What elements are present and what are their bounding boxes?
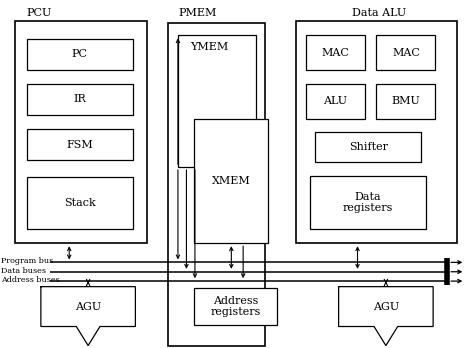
Text: Program bus: Program bus <box>0 258 53 265</box>
Text: MAC: MAC <box>392 48 420 58</box>
Text: Data
registers: Data registers <box>343 192 393 213</box>
Text: Data buses: Data buses <box>0 267 46 275</box>
Text: MAC: MAC <box>321 48 349 58</box>
Bar <box>168 23 265 346</box>
Text: Stack: Stack <box>64 198 96 208</box>
Text: AGU: AGU <box>75 302 101 313</box>
Text: Data ALU: Data ALU <box>352 8 406 18</box>
Bar <box>27 177 133 229</box>
Bar <box>194 288 277 325</box>
Bar <box>376 84 436 119</box>
Bar <box>178 35 256 167</box>
Text: ALU: ALU <box>323 96 347 106</box>
Bar <box>15 22 147 243</box>
Bar <box>27 39 133 70</box>
Text: PMEM: PMEM <box>178 8 216 18</box>
Bar <box>306 35 365 70</box>
Bar <box>376 35 436 70</box>
Bar <box>27 84 133 115</box>
Text: AGU: AGU <box>373 302 399 313</box>
Bar <box>306 84 365 119</box>
Text: FSM: FSM <box>66 140 93 150</box>
Text: Address
registers: Address registers <box>210 296 261 317</box>
Text: Shifter: Shifter <box>349 142 388 152</box>
Text: IR: IR <box>73 94 86 104</box>
Bar <box>27 129 133 160</box>
Text: BMU: BMU <box>392 96 420 106</box>
Text: XMEM: XMEM <box>212 176 250 186</box>
Bar <box>194 119 268 243</box>
Bar <box>310 176 426 229</box>
Text: PC: PC <box>72 49 88 60</box>
Bar <box>296 22 457 243</box>
Bar <box>315 132 421 162</box>
Text: Address buses: Address buses <box>0 276 59 284</box>
Text: YMEM: YMEM <box>190 42 228 53</box>
Text: PCU: PCU <box>27 8 52 18</box>
